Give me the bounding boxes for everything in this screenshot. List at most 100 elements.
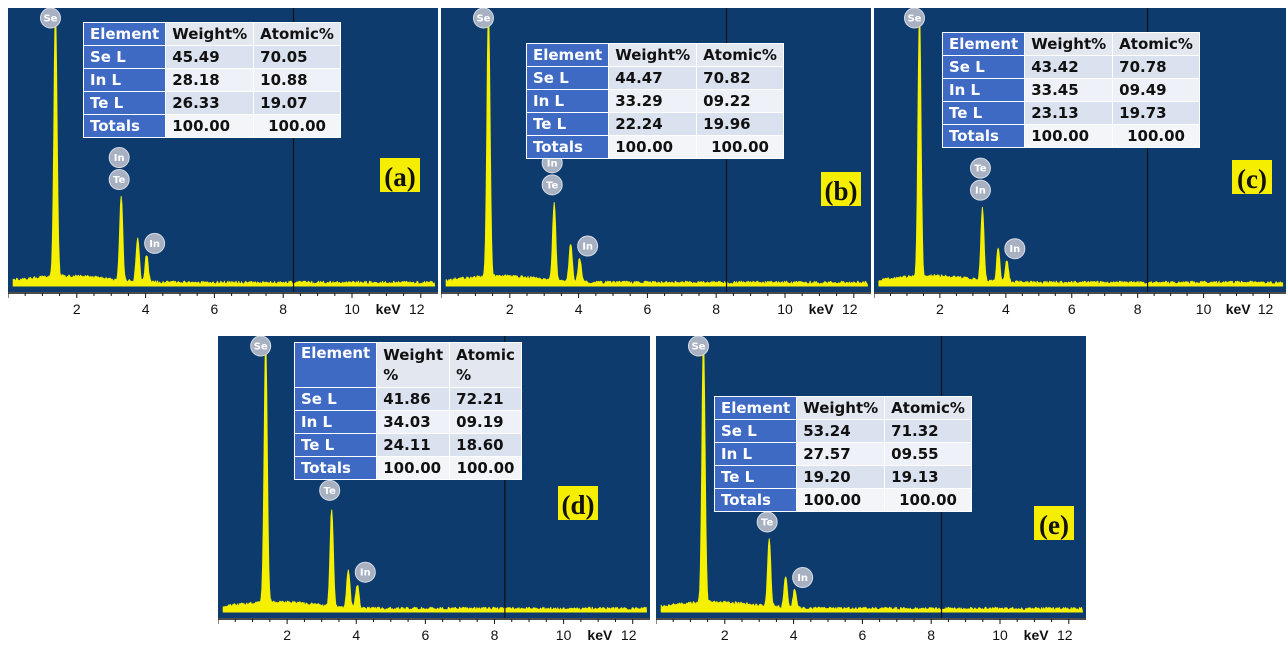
cell-element: In L [293, 410, 378, 434]
header-weight-text: Weight [383, 346, 444, 364]
cell-weight: 43.42 [1024, 55, 1114, 79]
cell-atomic: 100.00 [1112, 124, 1200, 148]
peak-label: In [577, 235, 599, 257]
x-tick-label: 12 [409, 301, 425, 317]
peak-label-marker [144, 232, 166, 254]
cell-element: Te L [941, 101, 1026, 125]
cell-weight: 28.18 [165, 68, 255, 92]
cell-weight: 100.00 [165, 114, 255, 138]
header-element: Element [525, 43, 610, 67]
x-axis-unit-label: keV [376, 301, 402, 317]
peak-label-text: Te [113, 175, 125, 186]
peak-label-text: In [797, 573, 808, 584]
x-tick-label: 12 [842, 301, 858, 317]
cell-element: Totals [941, 124, 1026, 148]
composition-table-e: Element Weight% Atomic% Se L 53.24 71.32 I… [713, 396, 972, 512]
peak-label: Te [319, 479, 341, 501]
x-tick-label: 2 [73, 301, 81, 317]
cell-weight: 53.24 [796, 419, 886, 443]
x-tick-label: 6 [211, 301, 219, 317]
table-row: In L 28.18 10.88 [82, 68, 341, 92]
cell-element: Se L [713, 419, 798, 443]
peak-label-text: In [149, 239, 160, 250]
peak-label-text: In [1009, 244, 1020, 255]
panel-label: (e) [1039, 510, 1069, 540]
peak-label-marker [108, 147, 130, 169]
peak-label-text: In [547, 158, 558, 169]
x-tick-label: 2 [721, 627, 729, 643]
cell-element: Se L [293, 387, 378, 411]
cell-element: Te L [713, 465, 798, 489]
cell-element: Totals [293, 456, 378, 480]
peak-label-marker [1004, 238, 1026, 260]
x-tick-label: 8 [491, 627, 499, 643]
table-row: Te L 23.13 19.73 [941, 101, 1200, 125]
peak-label-marker [108, 169, 130, 191]
x-tick-label: 8 [927, 627, 935, 643]
x-tick-label: 12 [1258, 301, 1274, 317]
peak-label-marker [354, 561, 376, 583]
cell-atomic: 09.22 [696, 89, 784, 113]
x-axis-unit-label: keV [1024, 627, 1050, 643]
table-row: Se L 41.86 72.21 [293, 387, 522, 411]
cell-weight: 45.49 [165, 45, 255, 69]
cell-atomic: 10.88 [253, 68, 341, 92]
panel-label-box [558, 486, 598, 520]
header-atomic: Atomic% [449, 342, 522, 388]
peak-label-text: Te [761, 518, 773, 529]
cell-weight: 27.57 [796, 442, 886, 466]
peak-label-marker [903, 8, 925, 29]
x-tick-label: 6 [644, 301, 652, 317]
cell-atomic: 100.00 [884, 488, 972, 512]
eds-panel-a: 2 4 6 8 10 12 keV Se In Te In (a) Element Weight% A… [8, 8, 438, 328]
peak-label-marker [472, 8, 494, 29]
cell-weight: 41.86 [376, 387, 451, 411]
cell-atomic: 70.78 [1112, 55, 1200, 79]
peak-label-marker [250, 336, 272, 357]
peak-label-text: Te [546, 180, 558, 191]
cell-weight: 33.45 [1024, 78, 1114, 102]
x-tick-label: 4 [352, 627, 360, 643]
cell-atomic: 70.82 [696, 66, 784, 90]
peak-label: In [969, 179, 991, 201]
cell-atomic: 19.07 [253, 91, 341, 115]
panel-label: (c) [1237, 164, 1267, 194]
x-tick-label: 10 [344, 301, 360, 317]
cell-weight: 100.00 [608, 135, 698, 159]
x-tick-label: 8 [279, 301, 287, 317]
header-atomic-unit: % [456, 366, 472, 384]
table-row-totals: Totals 100.00 100.00 [82, 114, 341, 138]
cell-atomic: 19.73 [1112, 101, 1200, 125]
table-row-totals: Totals 100.00 100.00 [941, 124, 1200, 148]
x-tick-label: 6 [859, 627, 867, 643]
panel-label-box [1034, 506, 1074, 540]
peak-label-text: In [975, 186, 986, 197]
header-weight: Weight% [796, 396, 886, 420]
cell-element: Se L [941, 55, 1026, 79]
peak-label-text: Se [254, 342, 268, 353]
peak-label-marker [756, 511, 778, 533]
panel-label: (b) [825, 176, 858, 206]
header-element: Element [82, 22, 167, 46]
x-tick-label: 2 [506, 301, 514, 317]
table-row: Te L 22.24 19.96 [525, 112, 784, 136]
peak-label: Te [541, 174, 563, 196]
table-row: In L 34.03 09.19 [293, 410, 522, 434]
cell-element: In L [941, 78, 1026, 102]
cell-weight: 100.00 [376, 456, 451, 480]
cell-element: Te L [82, 91, 167, 115]
table-row: Te L 24.11 18.60 [293, 433, 522, 457]
peak-label-text: Te [324, 486, 336, 497]
cell-atomic: 71.32 [884, 419, 972, 443]
cell-atomic: 100.00 [253, 114, 341, 138]
composition-table-d: Element Weight% Atomic% Se L 41.86 72.21 I… [293, 342, 522, 480]
header-atomic: Atomic% [253, 22, 341, 46]
cell-element: In L [713, 442, 798, 466]
x-tick-label: 4 [790, 627, 798, 643]
peak-label: In [144, 232, 166, 254]
table-row: In L 27.57 09.55 [713, 442, 972, 466]
x-tick-label: 12 [1057, 627, 1073, 643]
composition-table-b: Element Weight% Atomic% Se L 44.47 70.82 I… [525, 43, 784, 159]
peak-label-text: Se [43, 14, 57, 25]
cell-weight: 44.47 [608, 66, 698, 90]
